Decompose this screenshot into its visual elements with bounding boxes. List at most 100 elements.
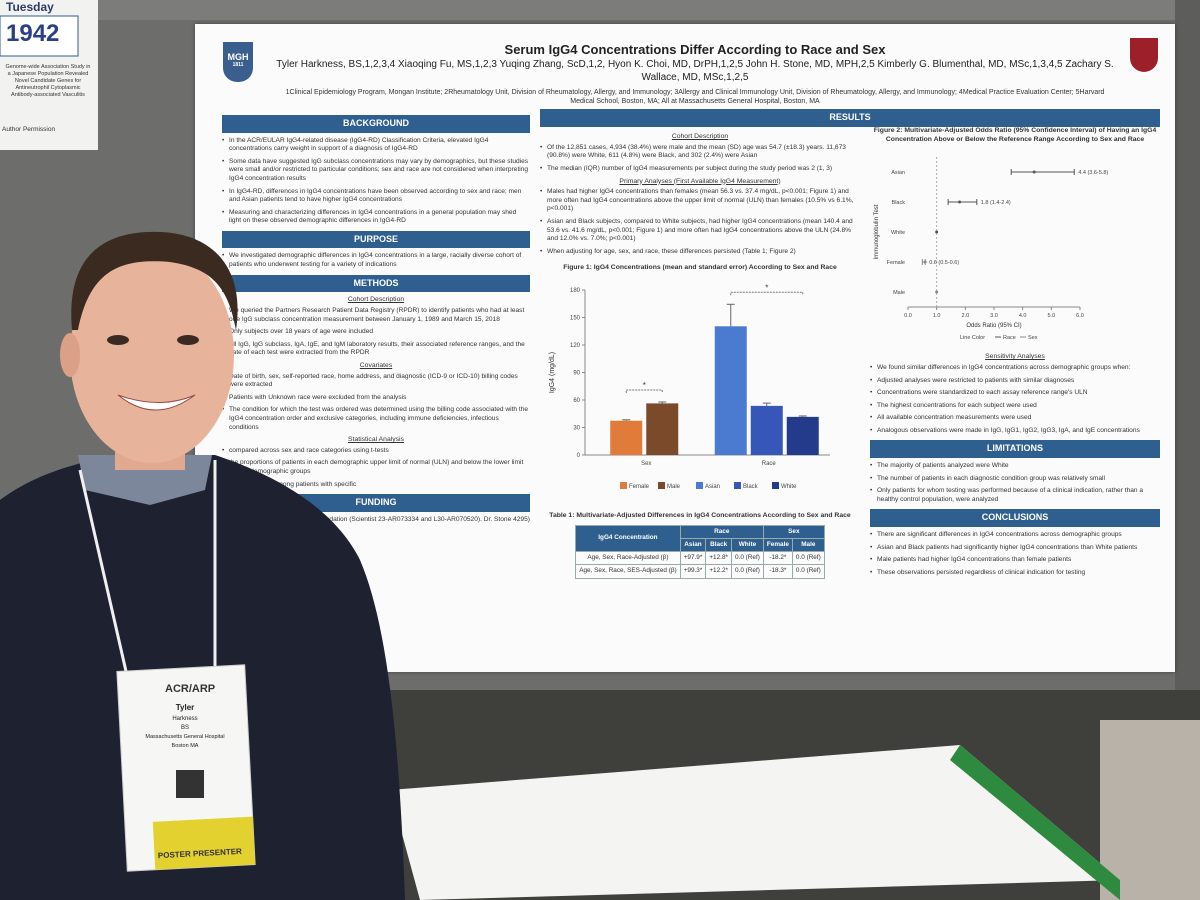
- face: [70, 247, 234, 463]
- poster-number: 1942: [6, 20, 60, 47]
- bullet: Asian and Black patients had significant…: [870, 544, 1160, 553]
- bullet: The median (IQR) number of IgG4 measurem…: [540, 165, 860, 174]
- bar: [610, 420, 643, 456]
- bullet: In IgG4-RD, differences in IgG4 concentr…: [222, 188, 530, 205]
- smile: [117, 394, 196, 411]
- subheading: Sensitivity Analyses: [985, 353, 1045, 361]
- bullet: Male patients had higher IgG4 concentrat…: [870, 556, 1160, 565]
- section-heading: RESULTS: [540, 109, 1160, 127]
- point: [923, 260, 927, 264]
- x-tick-label: 1.0: [933, 313, 941, 319]
- bullet: In the ACR/EULAR IgG4-related disease (I…: [222, 137, 530, 154]
- qr-code: [176, 770, 204, 798]
- neighbor-note: Author Permission: [2, 126, 56, 133]
- bullet: The number of patients in each diagnosti…: [870, 475, 1160, 484]
- table-edge: [950, 745, 1120, 900]
- subheading: Cohort Description: [671, 133, 729, 140]
- results-table: IgG4 Concentration Race Sex Asian Black White…: [575, 524, 825, 579]
- significance-bracket: [625, 389, 663, 394]
- y-axis-label: IgG4 (mg/dL): [549, 352, 556, 393]
- table: [390, 745, 1120, 900]
- bullet: Adjusted analyses were restricted to pat…: [870, 377, 1160, 386]
- bullet: Concentrations were standardized to each…: [870, 389, 1160, 398]
- point: [1032, 170, 1036, 174]
- poster-title: Serum IgG4 Concentrations Differ Accordi…: [504, 42, 886, 57]
- y-tick-label: Male: [893, 290, 905, 296]
- legend-swatch: [734, 482, 741, 490]
- ear: [60, 333, 80, 377]
- x-tick-label: 6.0: [1076, 313, 1084, 319]
- middle-column: Cohort Description Of the 12,851 cases, 4…: [540, 130, 860, 579]
- confidence-interval: [947, 198, 978, 205]
- eye: [177, 335, 199, 345]
- lead-text: We found similar differences in IgG4 con…: [870, 364, 1160, 373]
- subheading: Cohort Description: [347, 296, 405, 304]
- significance-mark: *: [765, 283, 768, 292]
- legend-swatch: [772, 482, 779, 490]
- table-cell: 0.0 (Ref): [791, 564, 825, 579]
- bullet: Some data have suggested IgG subclass co…: [222, 158, 530, 184]
- legend-label: Black: [743, 484, 759, 490]
- table-cell: Age, Sex, Race, SES-Adjusted (β): [575, 564, 681, 579]
- bar: [750, 405, 783, 456]
- significance-bracket: [730, 291, 804, 296]
- logo-text: MGH: [227, 52, 249, 62]
- figure-title: Figure 2: Multivariate-Adjusted Odds Rat…: [873, 127, 1157, 143]
- table-row: Age, Sex, Race, SES-Adjusted (β) +99.3* +1…: [575, 564, 825, 579]
- badge-role: POSTER PRESENTER: [158, 847, 243, 860]
- value-label: 0.6 (0.5-0.6): [929, 260, 959, 266]
- figure-2-chart: 0.0 1.0 2.0 3.0 4.0 5.0 6.0 Odds Ratio (95% CI)…: [874, 156, 1108, 341]
- board-edge: [1175, 0, 1200, 700]
- x-axis-label: Odds Ratio (95% CI): [966, 323, 1021, 329]
- y-tick-label: 30: [573, 426, 580, 432]
- bullet: All available concentration measurements…: [870, 414, 1160, 423]
- bullet: When adjusting for age, sex, and race, t…: [540, 248, 860, 257]
- point: [935, 290, 939, 294]
- table-cell: +12.2*: [705, 564, 732, 579]
- table-cell: -18.3*: [762, 564, 793, 579]
- x-tick-label: 3.0: [990, 313, 998, 319]
- legend-label: Race: [1003, 335, 1016, 341]
- badge-degree: BS: [181, 725, 189, 731]
- poster-number-card: [0, 15, 79, 57]
- badge-last-name: Harkness: [172, 716, 197, 722]
- y-tick-label: Asian: [891, 170, 905, 176]
- hair: [71, 231, 238, 330]
- table-cell: +99.3*: [679, 564, 707, 579]
- value-label: 4.4 (3.6-5.8): [1078, 170, 1108, 176]
- y-axis-label: Immunoglobulin Test: [874, 204, 880, 259]
- figure-1-chart: 0 30 60 90 120 150 180 IgG4 (mg/dL) * Sex * Race Fem…: [549, 283, 830, 490]
- section-heading: METHODS: [222, 274, 530, 293]
- legend-label: Sex: [1028, 335, 1038, 341]
- value-label: 1.8 (1.4-2.4): [981, 200, 1011, 206]
- table-row: Asian Black White Female Male: [576, 537, 825, 553]
- y-tick-label: 0: [577, 453, 581, 459]
- bullet: The highest concentrations for each subj…: [870, 402, 1160, 411]
- badge-institution: Massachusetts General Hospital: [145, 734, 224, 740]
- table-header: IgG4 Concentration: [575, 524, 681, 553]
- y-tick-label: Black: [892, 200, 906, 206]
- bullet: These observations persisted regardless …: [870, 569, 1160, 578]
- section-heading: LIMITATIONS: [870, 440, 1160, 459]
- legend-swatch: [696, 482, 703, 490]
- figure-title: Figure 1: IgG4 Concentrations (mean and …: [563, 264, 837, 272]
- carpet: [1100, 720, 1200, 900]
- badge-city: Boston MA: [172, 743, 199, 749]
- day-label: Tuesday: [6, 0, 54, 14]
- badge-org: ACR/ARP: [165, 683, 215, 695]
- bullet: Analogous observations were made in IgG,…: [870, 427, 1160, 436]
- bullet: compared across sex and race categories …: [222, 447, 530, 456]
- point: [958, 200, 962, 204]
- table-header: Race: [679, 524, 764, 539]
- legend-label: White: [781, 484, 797, 490]
- subheading: Primary Analyses (First Available IgG4 M…: [619, 177, 781, 185]
- badge-ribbon: [152, 816, 256, 870]
- x-tick-label: 2.0: [962, 313, 970, 319]
- y-tick-label: 120: [570, 343, 581, 349]
- x-tick-label: 5.0: [1048, 313, 1056, 319]
- x-tick-label: 0.0: [904, 313, 912, 319]
- bullet: We investigated demographic differences …: [222, 252, 530, 269]
- harvard-shield: [1130, 38, 1158, 72]
